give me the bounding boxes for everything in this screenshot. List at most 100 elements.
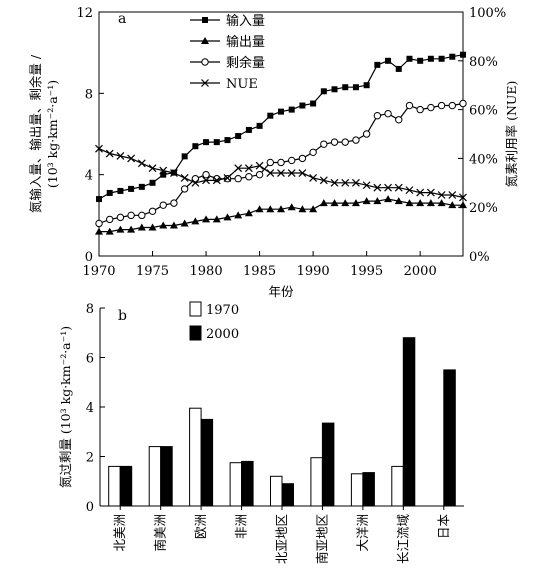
panel-a-legend-label: NUE [226, 77, 258, 92]
panel-b-y-axis-label: 氮过剩量 (10³ kg·km⁻²·a⁻¹) [58, 326, 73, 488]
panel-b-category-label: 欧洲 [193, 514, 208, 539]
panel-a-point-s4 [384, 183, 392, 192]
panel-a-point-s3 [395, 116, 403, 124]
panel-a-point-s2 [459, 201, 467, 209]
panel-a-left-y-ticks: 0 4 8 12 [76, 6, 104, 265]
panel-a-point-s1 [267, 112, 274, 119]
panel-a-point-s4 [416, 188, 425, 197]
panel-a-point-s4 [352, 178, 360, 187]
panel-a-right-tick-label: 100% [469, 6, 506, 21]
panel-b-y-tick-label: 8 [86, 302, 94, 317]
panel-a-point-s3 [191, 175, 200, 183]
panel-a-left-tick-label: 4 [85, 169, 93, 184]
panel-a-point-s4 [180, 173, 189, 182]
panel-b-legend-swatch [189, 325, 202, 341]
panel-a-legend-marker [202, 17, 208, 23]
panel-a-point-s2 [277, 205, 285, 213]
panel-b-bar-2000 [241, 460, 254, 507]
panel-a-point-s1 [363, 82, 370, 89]
panel-a-point-s2 [255, 205, 264, 213]
panel-b-bars [108, 337, 456, 507]
panel-a-point-s1 [128, 185, 135, 192]
panel-a-point-s1 [299, 102, 306, 109]
panel-a-label: a [118, 11, 126, 27]
panel-a-point-s4 [437, 191, 446, 199]
panel-a-point-s3 [330, 138, 339, 146]
panel-a-point-s3 [448, 101, 456, 110]
panel-a-point-s1 [406, 55, 413, 62]
panel-a-legend-label: 输入量 [226, 13, 265, 29]
panel-a-point-s1 [181, 153, 188, 160]
panel-a-legend-marker [201, 37, 209, 44]
panel-b-category-label: 南美洲 [153, 514, 168, 552]
panel-a-point-s4 [105, 149, 114, 158]
panel-a-point-s2 [95, 227, 103, 235]
panel-a-left-y-axis-label-line2: (10³ kg·km⁻²·a⁻¹) [45, 80, 60, 188]
panel-a-point-s1 [203, 139, 210, 146]
panel-b-bar-2000 [321, 422, 335, 507]
panel-a-right-y-ticks: 0% 20% 40% 60% 80% 100% [458, 6, 506, 265]
panel-b-bar-2000 [362, 472, 375, 507]
panel-a-point-s3 [427, 103, 435, 112]
panel-a-point-s2 [330, 199, 339, 207]
panel-a-point-s4 [287, 169, 296, 177]
panel-a-point-s4 [137, 159, 146, 168]
panel-a-point-s4 [405, 186, 414, 195]
panel-a-point-s4 [426, 188, 435, 197]
panel-a-point-s2 [191, 217, 200, 225]
panel-a-right-tick-label: 40% [469, 152, 498, 167]
panel-a-point-s4 [170, 169, 178, 177]
panel-a-x-tick-label: 1995 [350, 264, 383, 279]
panel-b-legend-label: 1970 [206, 303, 239, 318]
panel-a-point-s4 [277, 169, 285, 177]
panel-a-point-s2 [127, 225, 136, 233]
panel-a-point-s4 [309, 173, 318, 182]
panel-a-point-s4 [298, 169, 307, 177]
panel-a-point-s2 [351, 199, 360, 207]
panel-a-point-s2 [298, 205, 307, 213]
panel-a-point-s3 [266, 158, 274, 167]
panel-b-bar-chart: b 0 2 4 6 8 北美洲 南美洲 欧洲 非洲 北亚地区 南亚地区 大洋洲 长江流域 日本 1970… [58, 301, 464, 564]
panel-a-left-tick-label: 0 [85, 250, 93, 265]
panel-a-point-s3 [138, 211, 146, 220]
panel-a-point-s2 [287, 203, 296, 211]
panel-b-bar-1970 [189, 407, 202, 507]
panel-a-point-s2 [341, 199, 350, 207]
panel-a-point-s3 [106, 215, 114, 224]
panel-a-point-s1 [395, 65, 402, 72]
panel-b-y-tick-label: 2 [86, 451, 94, 466]
panel-a-point-s3 [352, 136, 360, 144]
panel-a-point-s1 [138, 183, 145, 190]
panel-a-point-s3 [373, 112, 382, 120]
panel-b-legend: 1970 2000 [189, 301, 239, 342]
panel-a-point-s3 [416, 105, 424, 114]
panel-a-legend-marker [201, 58, 209, 66]
panel-a-point-s3 [127, 211, 135, 220]
panel-a-point-s1 [385, 57, 392, 64]
panel-b-category-label: 大洋洲 [355, 514, 370, 552]
panel-a-plot-frame [98, 11, 464, 257]
panel-b-bar-2000 [119, 465, 133, 507]
panel-a-point-s2 [159, 221, 168, 229]
panel-a-point-s3 [234, 175, 242, 183]
panel-b-label: b [118, 308, 127, 324]
panel-a-point-s4 [148, 164, 157, 173]
panel-a-right-tick-label: 0% [469, 250, 490, 265]
panel-a-point-s3 [298, 154, 307, 163]
panel-a-point-s3 [202, 170, 210, 179]
panel-a-point-s3 [95, 219, 103, 228]
panel-a-point-s1 [288, 106, 295, 113]
panel-a-point-s4 [202, 176, 210, 185]
panel-a-point-s1 [117, 187, 124, 194]
panel-a-point-s1 [278, 108, 284, 115]
panel-a-point-s1 [213, 139, 220, 146]
panel-a-point-s2 [180, 219, 189, 227]
panel-a-point-s3 [245, 173, 253, 181]
panel-a-point-s3 [148, 207, 157, 215]
panel-a-right-tick-label: 20% [469, 201, 498, 216]
panel-a-point-s3 [255, 170, 264, 179]
panel-a-point-s4 [330, 178, 339, 187]
panel-a-point-s1 [449, 53, 456, 60]
panel-b-bar-2000 [281, 483, 294, 507]
